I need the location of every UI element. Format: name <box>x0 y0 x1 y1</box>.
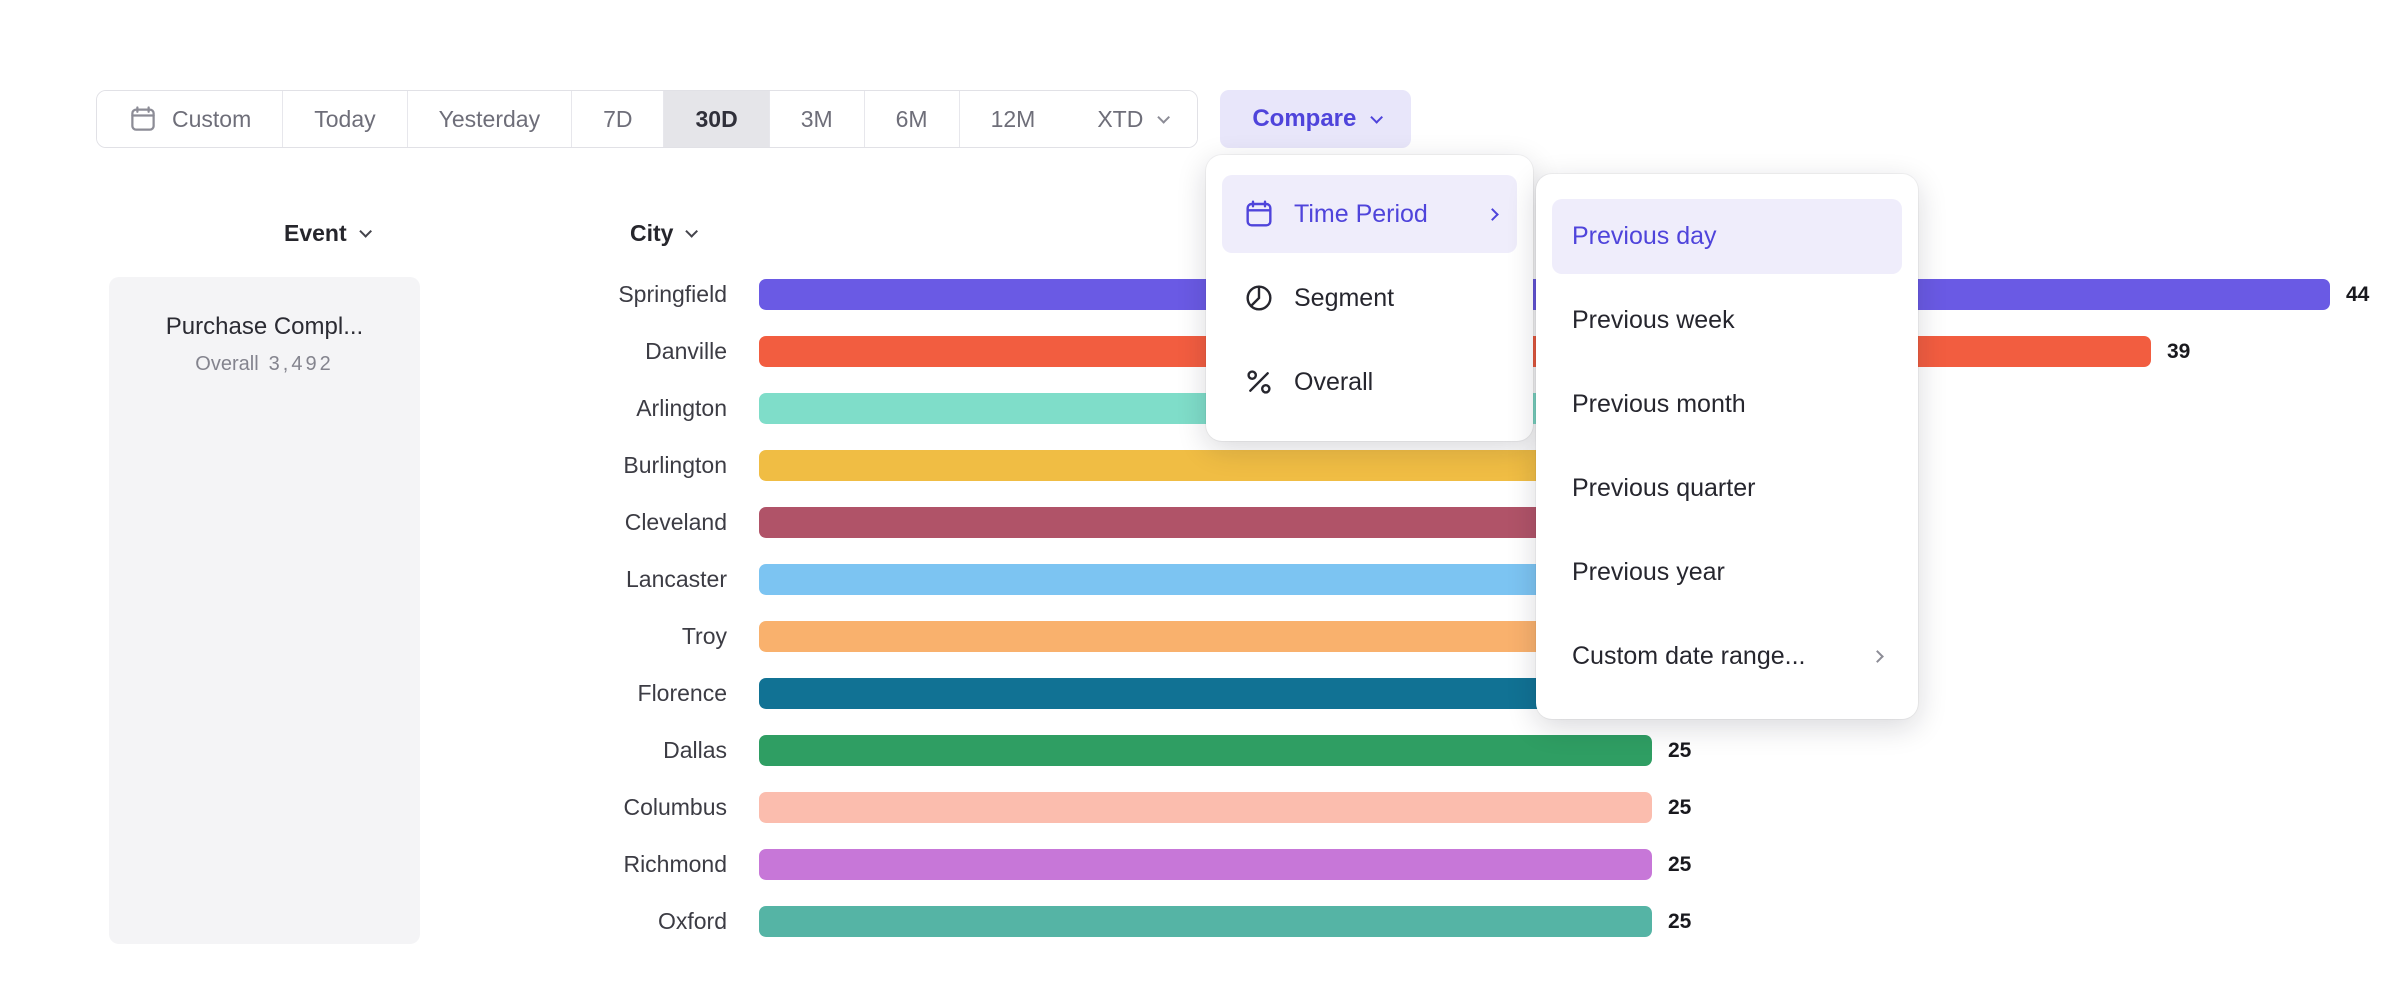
city-column-label: City <box>630 220 674 246</box>
bar[interactable] <box>759 849 1652 880</box>
date-range-toolbar: Custom Today Yesterday 7D 30D 3M 6M 12M XTD Co… <box>96 90 1412 148</box>
bar-category-label: Arlington <box>636 395 727 421</box>
bar-category-label: Dallas <box>663 737 727 763</box>
chevron-right-icon <box>1486 207 1499 221</box>
menu-item-label: Time Period <box>1294 199 1428 228</box>
bar-row: Burlington29 <box>0 437 2369 494</box>
chevron-right-icon <box>1871 650 1884 663</box>
bar-category-label: Danville <box>645 338 727 364</box>
compare-menu-item-segment[interactable]: Segment <box>1222 259 1517 337</box>
chevron-down-icon <box>1370 110 1384 124</box>
bar-value-label: 25 <box>1668 795 1692 819</box>
date-range-xtd-label: XTD <box>1097 105 1144 132</box>
bar-category-label: Springfield <box>618 281 727 307</box>
date-range-button-6m[interactable]: 6M <box>864 91 960 147</box>
calendar-icon <box>1242 197 1276 231</box>
event-name: Purchase Compl... <box>165 313 364 340</box>
menu-item-label: Overall <box>1294 367 1374 396</box>
bar-category-label: Richmond <box>623 851 727 877</box>
compare-dropdown-menu: Time Period Segment Overall <box>1206 155 1533 441</box>
menu-item-label: Previous week <box>1572 306 1735 334</box>
bar[interactable] <box>759 621 1687 652</box>
bar[interactable] <box>759 735 1652 766</box>
bar-value-label: 44 <box>2346 282 2370 306</box>
bar-category-label: Florence <box>637 680 727 706</box>
time-period-option-previous-day[interactable]: Previous day <box>1552 199 1902 274</box>
chevron-down-icon <box>1157 110 1171 124</box>
bar-category-label: Cleveland <box>624 509 727 535</box>
bar-row: Lancaster27 <box>0 551 2369 608</box>
event-column-header[interactable]: Event <box>284 220 372 247</box>
bar-value-label: 39 <box>2167 339 2191 363</box>
menu-item-label: Previous quarter <box>1572 474 1756 502</box>
bar-category-label: Lancaster <box>625 566 727 592</box>
date-range-button-30d[interactable]: 30D <box>664 91 770 147</box>
menu-item-label: Previous year <box>1572 558 1725 586</box>
chevron-down-icon <box>685 225 699 238</box>
event-column-label: Event <box>284 220 347 246</box>
date-range-custom-label: Custom <box>172 105 252 132</box>
city-bar-chart: Springfield44Danville39Arlington30Burlin… <box>0 266 2369 950</box>
bar-row: Troy26 <box>0 608 2369 665</box>
date-range-button-7d[interactable]: 7D <box>572 91 665 147</box>
compare-button[interactable]: Compare <box>1220 90 1412 148</box>
menu-item-label: Segment <box>1294 283 1395 312</box>
bar-row: Danville 39 <box>0 323 2369 380</box>
menu-item-label: Previous month <box>1572 390 1746 418</box>
bar-category-label: Columbus <box>623 794 727 820</box>
bar-value-label: 25 <box>1668 909 1692 933</box>
date-range-button-3m[interactable]: 3M <box>769 91 865 147</box>
time-period-submenu: Previous day Previous week Previous month P… <box>1536 174 1918 719</box>
date-range-button-yesterday[interactable]: Yesterday <box>407 91 573 147</box>
percent-icon <box>1242 365 1276 399</box>
menu-item-label: Previous day <box>1572 222 1717 250</box>
compare-menu-item-time-period[interactable]: Time Period <box>1222 175 1517 253</box>
time-period-option-previous-month[interactable]: Previous month <box>1552 367 1902 442</box>
time-period-option-previous-year[interactable]: Previous year <box>1552 535 1902 610</box>
bar-row: Oxford 25 <box>0 893 2369 950</box>
bar[interactable] <box>759 792 1652 823</box>
bar-row: Florence26 <box>0 665 2369 722</box>
bar[interactable] <box>759 906 1652 937</box>
compare-button-label: Compare <box>1252 105 1357 132</box>
bar-row: Cleveland28 <box>0 494 2369 551</box>
date-range-control: Custom Today Yesterday 7D 30D 3M 6M 12M XTD <box>96 90 1199 148</box>
bar-row: Dallas 25 <box>0 722 2369 779</box>
time-period-option-previous-week[interactable]: Previous week <box>1552 283 1902 358</box>
menu-item-label: Custom date range... <box>1572 642 1806 670</box>
bar-row: Arlington30 <box>0 380 2369 437</box>
time-period-option-custom-date-range[interactable]: Custom date range... <box>1552 619 1902 694</box>
bar-row: Springfield 44 <box>0 266 2369 323</box>
date-range-button-12m[interactable]: 12M <box>959 91 1067 147</box>
time-period-option-previous-quarter[interactable]: Previous quarter <box>1552 451 1902 526</box>
bar[interactable] <box>759 678 1687 709</box>
date-range-xtd-button[interactable]: XTD <box>1066 91 1198 147</box>
bar-row: Richmond 25 <box>0 836 2369 893</box>
bar-row: Columbus 25 <box>0 779 2369 836</box>
segment-icon <box>1242 281 1276 315</box>
chevron-down-icon <box>358 225 372 238</box>
date-range-custom-button[interactable]: Custom <box>97 91 284 147</box>
bar-value-label: 25 <box>1668 738 1692 762</box>
bar-category-label: Oxford <box>657 908 727 934</box>
date-range-button-today[interactable]: Today <box>283 91 408 147</box>
overall-label: Overall <box>195 353 259 375</box>
event-panel[interactable]: Purchase Compl... Overall 3,492 <box>109 277 420 944</box>
bar-category-label: Burlington <box>623 452 727 478</box>
city-column-header[interactable]: City <box>630 220 699 247</box>
compare-menu-item-overall[interactable]: Overall <box>1222 343 1517 421</box>
event-overall-row: Overall 3,492 <box>109 353 420 376</box>
calendar-icon <box>128 104 158 134</box>
overall-value: 3,492 <box>268 353 334 375</box>
bar-category-label: Troy <box>681 623 727 649</box>
bar-value-label: 25 <box>1668 852 1692 876</box>
